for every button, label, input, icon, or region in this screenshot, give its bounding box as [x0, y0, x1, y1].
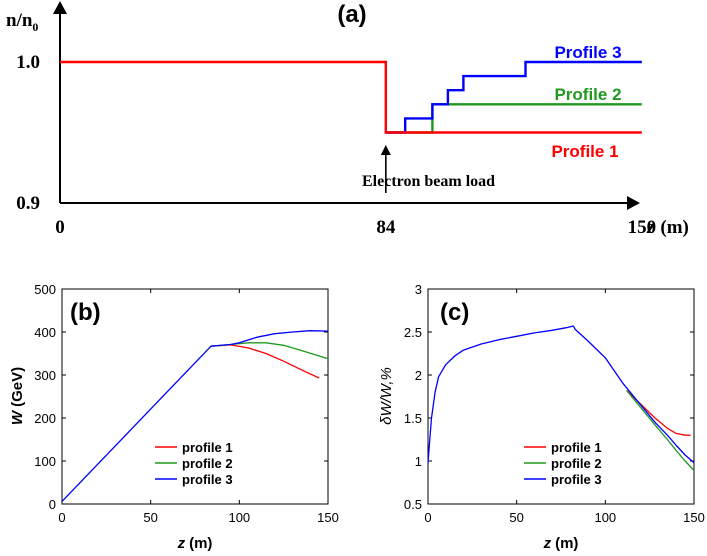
panelb-xtick-100: 100: [228, 510, 250, 525]
panelb-series-profile-1: [210, 344, 320, 379]
panel-b-label: (b): [70, 299, 101, 326]
panelc-xtick-150: 150: [683, 510, 705, 525]
panel-b-lines: [61, 330, 329, 502]
panelc-xtick-100: 100: [594, 510, 616, 525]
panelc-ytick-0-5: 0.5: [404, 497, 422, 512]
panel-c-ticks: 0 50 100 150 0.5 1 1.5 2 2.5 3: [404, 282, 705, 525]
panelc-ytick-2-5: 2.5: [404, 325, 422, 340]
beam-load-annotation: Electron beam load: [362, 145, 495, 193]
panelc-legend-label-profile-1: profile 1: [551, 440, 602, 455]
panel-a-series-labels: Profile 1 Profile 2 Profile 3: [551, 43, 621, 161]
panel-b-ylabel: W(GeV): [9, 367, 26, 425]
panelb-series-profile-3: [61, 330, 329, 502]
panelc-series-profile-2: [626, 390, 695, 471]
panel-a-xtick-84: 84: [376, 217, 396, 238]
panelb-ytick-500: 500: [34, 282, 56, 297]
panel-b-frame: [61, 288, 329, 505]
panelc-ytick-1-5: 1.5: [404, 411, 422, 426]
panel-a-ytick-1-0: 1.0: [16, 52, 40, 73]
panel-a-series-profile-3: [385, 60, 642, 134]
panelb-xtick-150: 150: [317, 510, 339, 525]
panel-c-lines: [427, 325, 695, 471]
panel-b: 0 50 100 150 0 100 200 300 400 500 (b) W(GeV) z (m…: [9, 282, 339, 552]
panel-a-label-profile-1: Profile 1: [551, 142, 618, 161]
panelb-ytick-100: 100: [34, 454, 56, 469]
panelb-ytick-300: 300: [34, 368, 56, 383]
panel-a-ylabel: n/n0: [6, 10, 38, 34]
panel-c-xlabel: z (m): [543, 535, 579, 552]
panelc-ytick-3: 3: [415, 282, 422, 297]
panel-b-ticks: 0 50 100 150 0 100 200 300 400 500: [34, 282, 339, 525]
panelc-legend-label-profile-2: profile 2: [551, 456, 602, 471]
panel-c-ylabel: δW/W,%: [378, 367, 395, 425]
panel-c-label: (c): [440, 299, 469, 326]
panelc-ytick-2: 2: [415, 368, 422, 383]
panel-a-xlabel: z (m): [646, 217, 689, 238]
panelb-legend-label-profile-1: profile 1: [182, 440, 233, 455]
panelc-series-profile-3: [427, 325, 695, 464]
panelc-legend-label-profile-3: profile 3: [551, 472, 602, 487]
panel-a-x-arrowhead: [627, 196, 640, 210]
panel-a-xtick-0: 0: [55, 217, 65, 238]
beam-load-text: Electron beam load: [362, 173, 495, 190]
panel-c-frame: [427, 288, 695, 505]
panel-a-label-profile-2: Profile 2: [554, 85, 621, 104]
panel-a-label: (a): [337, 1, 366, 28]
panel-a-series-profile-1: [60, 60, 642, 134]
panel-a-xtick-150: 150: [628, 217, 657, 238]
panel-a-ytick-0-9: 0.9: [16, 193, 40, 214]
panelb-ytick-400: 400: [34, 325, 56, 340]
panel-a-label-profile-3: Profile 3: [554, 43, 621, 62]
panel-a-lines: [60, 60, 642, 134]
panel-c: 0 50 100 150 0.5 1 1.5 2 2.5 3 (c) δW/W,% z (m) pr…: [378, 282, 705, 552]
panelc-xtick-0: 0: [424, 510, 431, 525]
panelb-xtick-0: 0: [58, 510, 65, 525]
panel-a-ticks: 0.9 1.0 0 84 150: [16, 52, 656, 238]
panelb-ytick-200: 200: [34, 411, 56, 426]
panel-a-y-arrowhead: [53, 1, 67, 14]
panelb-xtick-50: 50: [143, 510, 157, 525]
panelb-ytick-0: 0: [49, 497, 56, 512]
panel-a: (a) n/n0 z (m) 0.91.00 84 150 Profile 1Prof…: [6, 1, 689, 238]
panelc-ytick-1: 1: [415, 454, 422, 469]
panelb-legend-label-profile-3: profile 3: [182, 472, 233, 487]
panel-b-xlabel: z (m): [177, 535, 213, 552]
panelc-xtick-50: 50: [509, 510, 523, 525]
panelb-legend-label-profile-2: profile 2: [182, 456, 233, 471]
